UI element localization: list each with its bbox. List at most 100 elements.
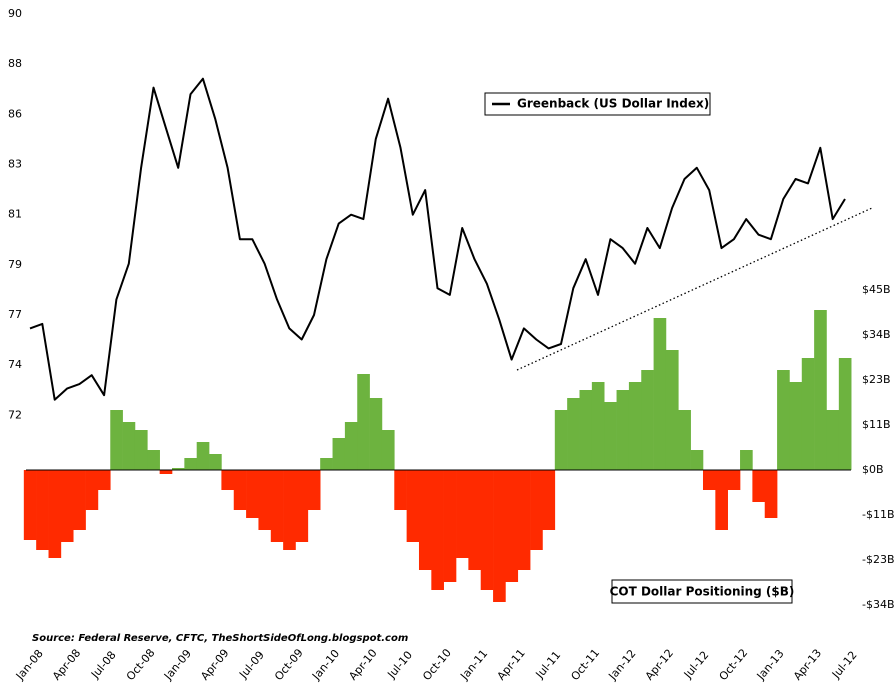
bar xyxy=(184,458,198,470)
y-tick-label: 83 xyxy=(8,157,22,170)
x-tick-label: Apr-12 xyxy=(643,647,676,683)
bar-series-label: COT Dollar Positioning ($B) xyxy=(610,585,795,599)
y2-tick-label: $45B xyxy=(862,283,891,296)
bar xyxy=(443,470,457,582)
bar xyxy=(653,318,667,470)
bar xyxy=(85,470,99,510)
bar xyxy=(530,470,543,550)
bar xyxy=(801,358,815,470)
x-tick-label: Oct-12 xyxy=(717,646,751,683)
bar xyxy=(134,430,148,470)
y2-tick-label: -$34B xyxy=(862,598,895,611)
bar xyxy=(196,442,210,470)
bar xyxy=(60,470,74,542)
y-tick-label: 90 xyxy=(8,7,22,20)
bar xyxy=(258,470,272,530)
x-tick-label: Jan-09 xyxy=(161,647,194,683)
bar xyxy=(517,470,531,570)
bar xyxy=(73,470,86,530)
bar xyxy=(591,382,605,470)
bar xyxy=(579,390,593,470)
bar xyxy=(307,470,321,510)
bar xyxy=(715,470,728,530)
bar xyxy=(567,398,580,470)
source: Source: Federal Reserve, CFTC, TheShortS… xyxy=(32,633,408,644)
y2-tick-label: -$11B xyxy=(862,508,895,521)
bar xyxy=(727,470,741,490)
bar xyxy=(814,310,827,470)
x-tick-label: Apr-10 xyxy=(346,647,379,683)
bar xyxy=(406,470,420,542)
x-tick-label: Apr-08 xyxy=(50,647,83,683)
bar xyxy=(665,350,679,470)
bar xyxy=(480,470,494,590)
bar xyxy=(221,470,235,490)
legend-box xyxy=(484,92,711,116)
bar xyxy=(97,470,111,490)
bar xyxy=(468,470,482,570)
bar xyxy=(246,470,259,518)
bar xyxy=(678,410,691,470)
y-tick-label: 74 xyxy=(8,358,22,371)
bar xyxy=(418,470,432,570)
x-tick-label: Jan-10 xyxy=(309,647,342,683)
x-tick-label: Apr-09 xyxy=(198,647,231,683)
bar xyxy=(456,470,469,558)
bar xyxy=(493,470,506,602)
bar xyxy=(381,430,395,470)
bar xyxy=(283,470,296,550)
y-tick-label: 88 xyxy=(8,57,22,70)
y2-tick-label: $0B xyxy=(862,463,884,476)
bar xyxy=(332,438,346,470)
trend-line xyxy=(516,207,873,371)
bar xyxy=(554,410,568,470)
legend-label: Greenback (US Dollar Index) xyxy=(517,97,709,111)
bar xyxy=(764,470,778,518)
bar xyxy=(48,470,62,558)
bar xyxy=(641,370,654,470)
bar xyxy=(110,410,123,470)
x-tick-label: Apr-11 xyxy=(495,647,528,683)
bar xyxy=(295,470,309,542)
bar xyxy=(344,422,358,470)
x-tick-label: Oct-08 xyxy=(124,646,158,683)
bar xyxy=(357,374,370,470)
bar xyxy=(628,382,642,470)
bar xyxy=(209,454,222,470)
x-tick-label: Jan-13 xyxy=(754,647,787,683)
bar xyxy=(690,450,704,470)
x-tick-label: Jul-12 xyxy=(681,649,712,682)
bar xyxy=(320,458,333,470)
x-tick-label: Jul-09 xyxy=(236,649,267,682)
bar xyxy=(172,468,185,470)
bar xyxy=(542,470,556,530)
line-series xyxy=(29,77,846,401)
y-tick-label: 79 xyxy=(8,258,22,271)
bar xyxy=(702,470,716,490)
x-tick-label: Jul-08 xyxy=(88,649,119,682)
x-tick-label: Jan-12 xyxy=(605,647,638,683)
bar xyxy=(431,470,444,590)
y-tick-label: 72 xyxy=(8,408,22,421)
x-tick-label: Oct-11 xyxy=(568,646,602,683)
bar xyxy=(838,358,852,470)
y-tick-label: 77 xyxy=(8,308,22,321)
bar xyxy=(740,450,753,470)
bar xyxy=(777,370,790,470)
x-tick-label: Jan-08 xyxy=(13,647,46,683)
y2-tick-label: $11B xyxy=(862,418,891,431)
x-tick-label: Oct-10 xyxy=(420,646,454,683)
bar xyxy=(752,470,766,502)
bar xyxy=(233,470,247,510)
y-tick-label: 86 xyxy=(8,107,22,120)
x-tick-label: Jul-12 xyxy=(829,649,860,682)
bar xyxy=(826,410,840,470)
y-tick-label: 81 xyxy=(8,208,22,221)
bar xyxy=(147,450,160,470)
bar xyxy=(159,470,173,474)
bar xyxy=(122,422,136,470)
bar xyxy=(616,390,630,470)
y2-tick-label: $34B xyxy=(862,328,891,341)
bar xyxy=(23,470,37,540)
bar xyxy=(789,382,803,470)
